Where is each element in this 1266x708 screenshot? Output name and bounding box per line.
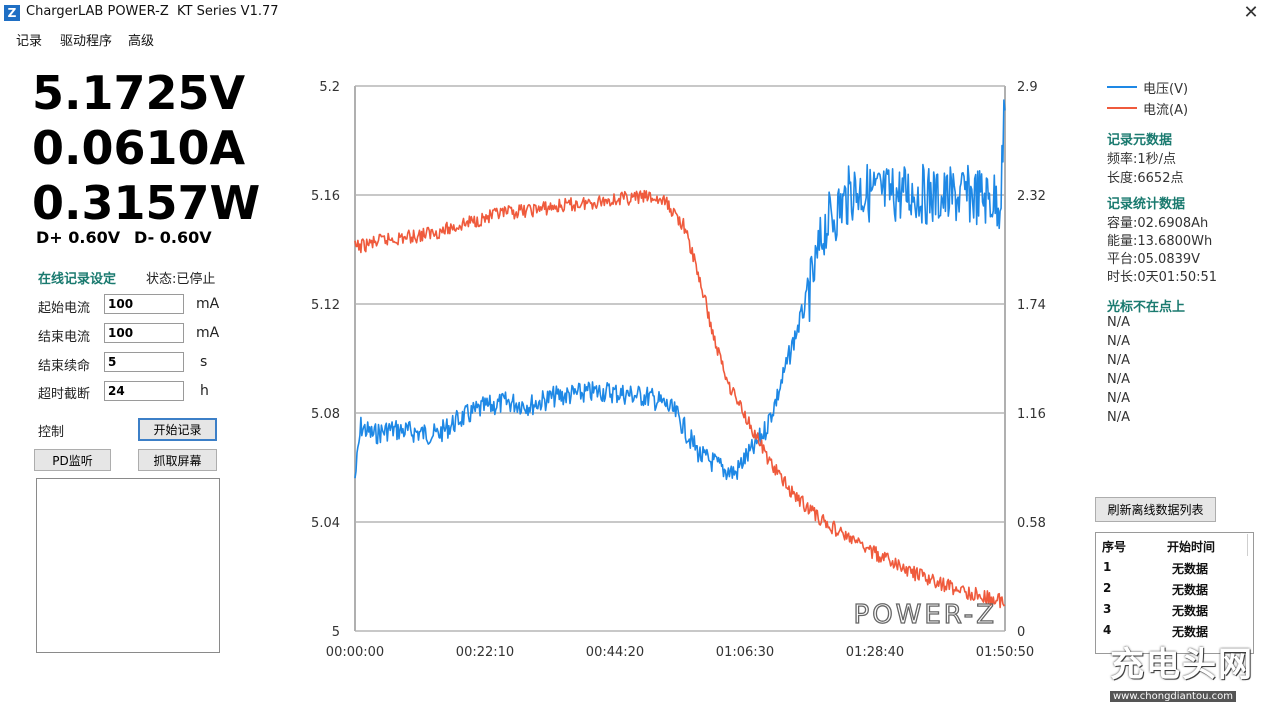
menu-advanced[interactable]: 高级 bbox=[128, 34, 155, 49]
end-current-unit: mA bbox=[196, 325, 220, 341]
x-tick-label: 01:50:50 bbox=[976, 645, 1034, 660]
menu-record[interactable]: 记录 bbox=[16, 34, 43, 49]
power-readout: 0.3157W bbox=[32, 176, 261, 230]
table-row-time: 无数据 bbox=[1172, 604, 1209, 618]
timeout-label: 超时截断 bbox=[38, 387, 91, 402]
series-line-current bbox=[354, 189, 1006, 609]
start-current-unit: mA bbox=[196, 296, 220, 312]
dplus-readout: D+ 0.60V bbox=[36, 228, 121, 247]
dminus-readout: D- 0.60V bbox=[134, 228, 212, 247]
refresh-offline-list-button[interactable]: 刷新离线数据列表 bbox=[1095, 497, 1216, 522]
cursor-value: N/A bbox=[1107, 315, 1130, 330]
log-box[interactable] bbox=[36, 478, 220, 653]
pd-monitor-button[interactable]: PD监听 bbox=[34, 449, 111, 471]
meta-title: 记录元数据 bbox=[1107, 133, 1173, 148]
control-label: 控制 bbox=[38, 425, 65, 440]
end-extend-label: 结束续命 bbox=[38, 359, 91, 374]
legend-current-swatch bbox=[1107, 107, 1137, 109]
site-watermark-logo: 充电头网 bbox=[1110, 645, 1254, 685]
legend-voltage-swatch bbox=[1107, 86, 1137, 88]
end-extend-input[interactable] bbox=[104, 352, 184, 372]
site-watermark-url: www.chongdiantou.com bbox=[1110, 691, 1236, 702]
y-right-tick-label: 1.74 bbox=[1017, 298, 1046, 313]
menu-driver[interactable]: 驱动程序 bbox=[60, 34, 113, 49]
cursor-title: 光标不在点上 bbox=[1107, 300, 1186, 315]
y-left-tick-label: 5.08 bbox=[311, 407, 340, 422]
table-row-index: 1 bbox=[1103, 560, 1112, 574]
y-right-tick-label: 0 bbox=[1017, 625, 1025, 640]
cursor-value: N/A bbox=[1107, 334, 1130, 349]
stats-capacity: 容量:02.6908Ah bbox=[1107, 216, 1209, 231]
cursor-value: N/A bbox=[1107, 353, 1130, 368]
stats-duration: 时长:0天01:50:51 bbox=[1107, 270, 1218, 285]
x-tick-label: 01:06:30 bbox=[716, 645, 774, 660]
voltage-current-chart[interactable]: 5.2 2.9 5.16 2.32 5.12 1.74 5.08 1.16 5.04 0.58 5 0… bbox=[300, 70, 1050, 670]
table-row-time: 无数据 bbox=[1172, 562, 1209, 576]
table-header-divider bbox=[1247, 534, 1248, 556]
x-tick-label: 00:22:10 bbox=[456, 645, 514, 660]
y-left-tick-label: 5.2 bbox=[319, 80, 340, 95]
x-tick-label: 00:00:00 bbox=[326, 645, 384, 660]
chart-watermark-logo: POWER-Z bbox=[854, 600, 997, 630]
title-bar bbox=[0, 0, 1266, 26]
timeout-input[interactable] bbox=[104, 381, 184, 401]
table-header-index: 序号 bbox=[1102, 540, 1127, 554]
start-record-button[interactable]: 开始记录 bbox=[138, 418, 217, 441]
site-watermark: 充电头网 www.chongdiantou.com bbox=[1110, 646, 1260, 702]
y-left-tick-label: 5.04 bbox=[311, 516, 340, 531]
x-tick-label: 00:44:20 bbox=[586, 645, 644, 660]
online-record-title: 在线记录设定 bbox=[38, 272, 117, 287]
current-readout: 0.0610A bbox=[32, 121, 246, 175]
timeout-unit: h bbox=[200, 383, 209, 399]
table-row-index: 4 bbox=[1103, 623, 1112, 637]
y-right-tick-label: 2.32 bbox=[1017, 189, 1046, 204]
window-title: ChargerLAB POWER-Z KT Series V1.77 bbox=[26, 4, 279, 19]
y-left-tick-label: 5.16 bbox=[311, 189, 340, 204]
y-left-tick-label: 5 bbox=[332, 625, 340, 640]
table-row-index: 2 bbox=[1103, 581, 1112, 595]
start-current-input[interactable] bbox=[104, 294, 184, 314]
table-row-time: 无数据 bbox=[1172, 583, 1209, 597]
cursor-value: N/A bbox=[1107, 391, 1130, 406]
close-icon[interactable]: ✕ bbox=[1243, 2, 1259, 23]
offline-data-table[interactable] bbox=[1095, 532, 1254, 654]
stats-title: 记录统计数据 bbox=[1107, 197, 1186, 212]
cursor-value: N/A bbox=[1107, 410, 1130, 425]
y-left-tick-label: 5.12 bbox=[311, 298, 340, 313]
y-right-tick-label: 0.58 bbox=[1017, 516, 1046, 531]
capture-screen-button[interactable]: 抓取屏幕 bbox=[138, 449, 217, 471]
end-current-label: 结束电流 bbox=[38, 330, 91, 345]
legend-voltage-label: 电压(V) bbox=[1143, 82, 1189, 97]
y-right-tick-label: 1.16 bbox=[1017, 407, 1046, 422]
legend-current-label: 电流(A) bbox=[1143, 103, 1189, 118]
stats-platform: 平台:05.0839V bbox=[1107, 252, 1201, 267]
table-row-time: 无数据 bbox=[1172, 625, 1209, 639]
table-header-start-time: 开始时间 bbox=[1167, 540, 1216, 554]
end-extend-unit: s bbox=[200, 354, 208, 370]
end-current-input[interactable] bbox=[104, 323, 184, 343]
voltage-readout: 5.1725V bbox=[32, 66, 246, 120]
record-status: 状态:已停止 bbox=[146, 272, 216, 287]
series-line-voltage bbox=[354, 99, 1006, 481]
table-row-index: 3 bbox=[1103, 602, 1112, 616]
app-icon: Z bbox=[4, 5, 20, 21]
cursor-value: N/A bbox=[1107, 372, 1130, 387]
meta-length: 长度:6652点 bbox=[1107, 171, 1184, 186]
y-right-tick-label: 2.9 bbox=[1017, 80, 1038, 95]
x-tick-label: 01:28:40 bbox=[846, 645, 904, 660]
stats-energy: 能量:13.6800Wh bbox=[1107, 234, 1213, 249]
meta-frequency: 频率:1秒/点 bbox=[1107, 152, 1177, 167]
start-current-label: 起始电流 bbox=[38, 301, 91, 316]
